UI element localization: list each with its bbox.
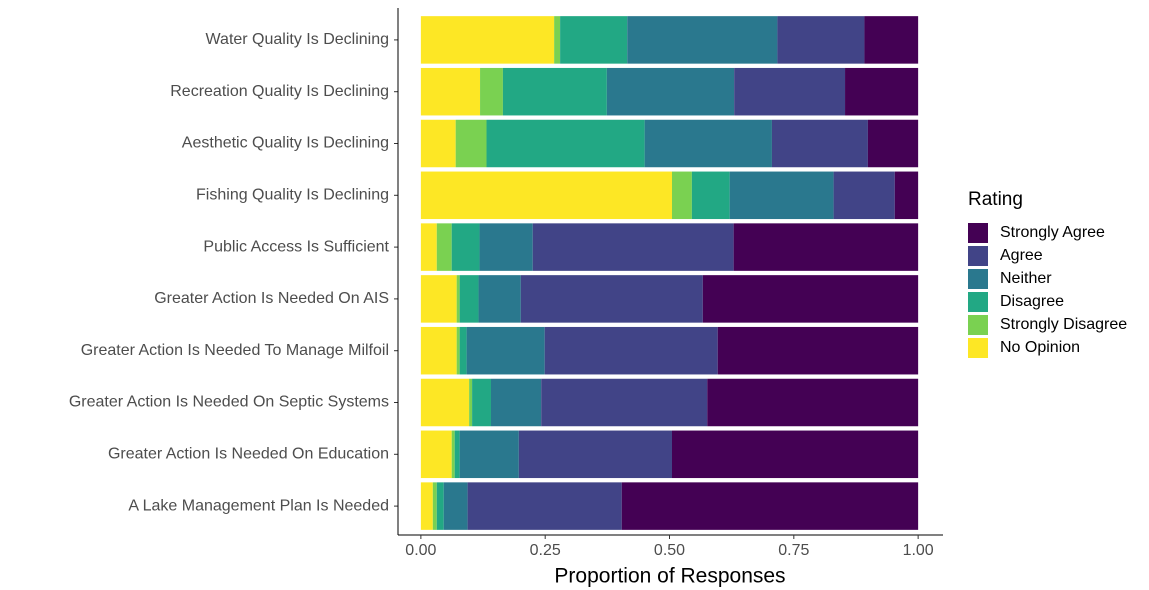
bar-segment (436, 482, 444, 530)
y-tick-label: Greater Action Is Needed On Septic Syste… (69, 394, 389, 411)
bar-segment (532, 223, 734, 271)
bar-segment (777, 16, 865, 64)
x-tick-label: 0.50 (654, 542, 685, 559)
bar-segment (420, 119, 456, 168)
legend-key (968, 292, 988, 312)
x-tick-label: 0.75 (778, 542, 809, 559)
bar-segment (734, 67, 846, 116)
bar-segment (480, 67, 503, 116)
bar-segment (707, 378, 919, 427)
bar-segment (456, 275, 460, 323)
bar-segment (691, 171, 730, 220)
bar-segment (420, 326, 457, 375)
bar-segment (420, 171, 672, 220)
bar-segment (671, 171, 692, 220)
bar-segment (864, 16, 919, 64)
legend-label: Strongly Disagree (1000, 316, 1127, 333)
y-tick-label: Greater Action Is Needed To Manage Milfo… (81, 342, 389, 359)
bar-segment (467, 482, 622, 530)
bar-segment (459, 275, 479, 323)
legend-label: Strongly Agree (1000, 224, 1105, 241)
bar-segment (466, 326, 545, 375)
bar-segment (541, 378, 708, 427)
bar-segment (560, 16, 628, 64)
bar-segment (544, 326, 718, 375)
bar-segment (436, 223, 452, 271)
bar-segment (459, 430, 519, 479)
y-tick-label: Greater Action Is Needed On Education (108, 446, 389, 463)
bar-segment (420, 275, 457, 323)
legend-label: Agree (1000, 247, 1043, 264)
bar-segment (451, 223, 480, 271)
legend-key (968, 269, 988, 289)
bar-segment (420, 223, 437, 271)
bar-segment (478, 275, 521, 323)
bar-segment (420, 16, 555, 64)
legend-title: Rating (968, 189, 1023, 210)
bar-segment (454, 430, 460, 479)
legend-key (968, 338, 988, 358)
bar-segment (420, 482, 433, 530)
bar-segment (455, 119, 487, 168)
x-tick-label: 0.00 (405, 542, 436, 559)
bar-segment (472, 378, 491, 427)
bar-segment (443, 482, 468, 530)
bar-segment (733, 223, 919, 271)
bar-segment (502, 67, 607, 116)
y-tick-label: Water Quality Is Declining (206, 31, 389, 48)
x-tick-label: 0.25 (530, 542, 561, 559)
legend-key (968, 315, 988, 335)
bar-segment (459, 326, 467, 375)
bar-segment (671, 430, 919, 479)
y-tick-label: Recreation Quality Is Declining (170, 83, 389, 100)
bar-segment (420, 67, 481, 116)
bar-segment (520, 275, 703, 323)
legend-label: Disagree (1000, 293, 1064, 310)
bar-segment (867, 119, 919, 168)
x-tick-label: 1.00 (903, 542, 934, 559)
bar-segment (717, 326, 919, 375)
bar-segment (621, 482, 919, 530)
bar-segment (554, 16, 561, 64)
bar-segment (451, 430, 455, 479)
x-axis-label: Proportion of Responses (554, 565, 785, 588)
bar-segment (486, 119, 645, 168)
y-tick-label: Aesthetic Quality Is Declining (182, 135, 389, 152)
y-tick-label: Fishing Quality Is Declining (196, 187, 389, 204)
bar-segment (644, 119, 772, 168)
legend-label: No Opinion (1000, 339, 1080, 356)
bar-segment (432, 482, 437, 530)
bar-segment (606, 67, 735, 116)
bar-segment (729, 171, 834, 220)
bar-segment (845, 67, 919, 116)
bar-segment (894, 171, 919, 220)
legend-key (968, 223, 988, 243)
bar-segment (490, 378, 542, 427)
y-tick-label: A Lake Management Plan Is Needed (128, 497, 389, 514)
bar-segment (702, 275, 919, 323)
bar-segment (771, 119, 868, 168)
y-tick-label: Public Access Is Sufficient (203, 238, 389, 255)
bar-segment (420, 430, 452, 479)
bar-segment (518, 430, 672, 479)
bar-segment (833, 171, 895, 220)
legend-key (968, 246, 988, 266)
bar-segment (456, 326, 460, 375)
bar-segment (627, 16, 778, 64)
bar-segment (420, 378, 470, 427)
bar-segment (469, 378, 473, 427)
y-tick-label: Greater Action Is Needed On AIS (154, 290, 389, 307)
legend-label: Neither (1000, 270, 1052, 287)
bar-segment (479, 223, 533, 271)
